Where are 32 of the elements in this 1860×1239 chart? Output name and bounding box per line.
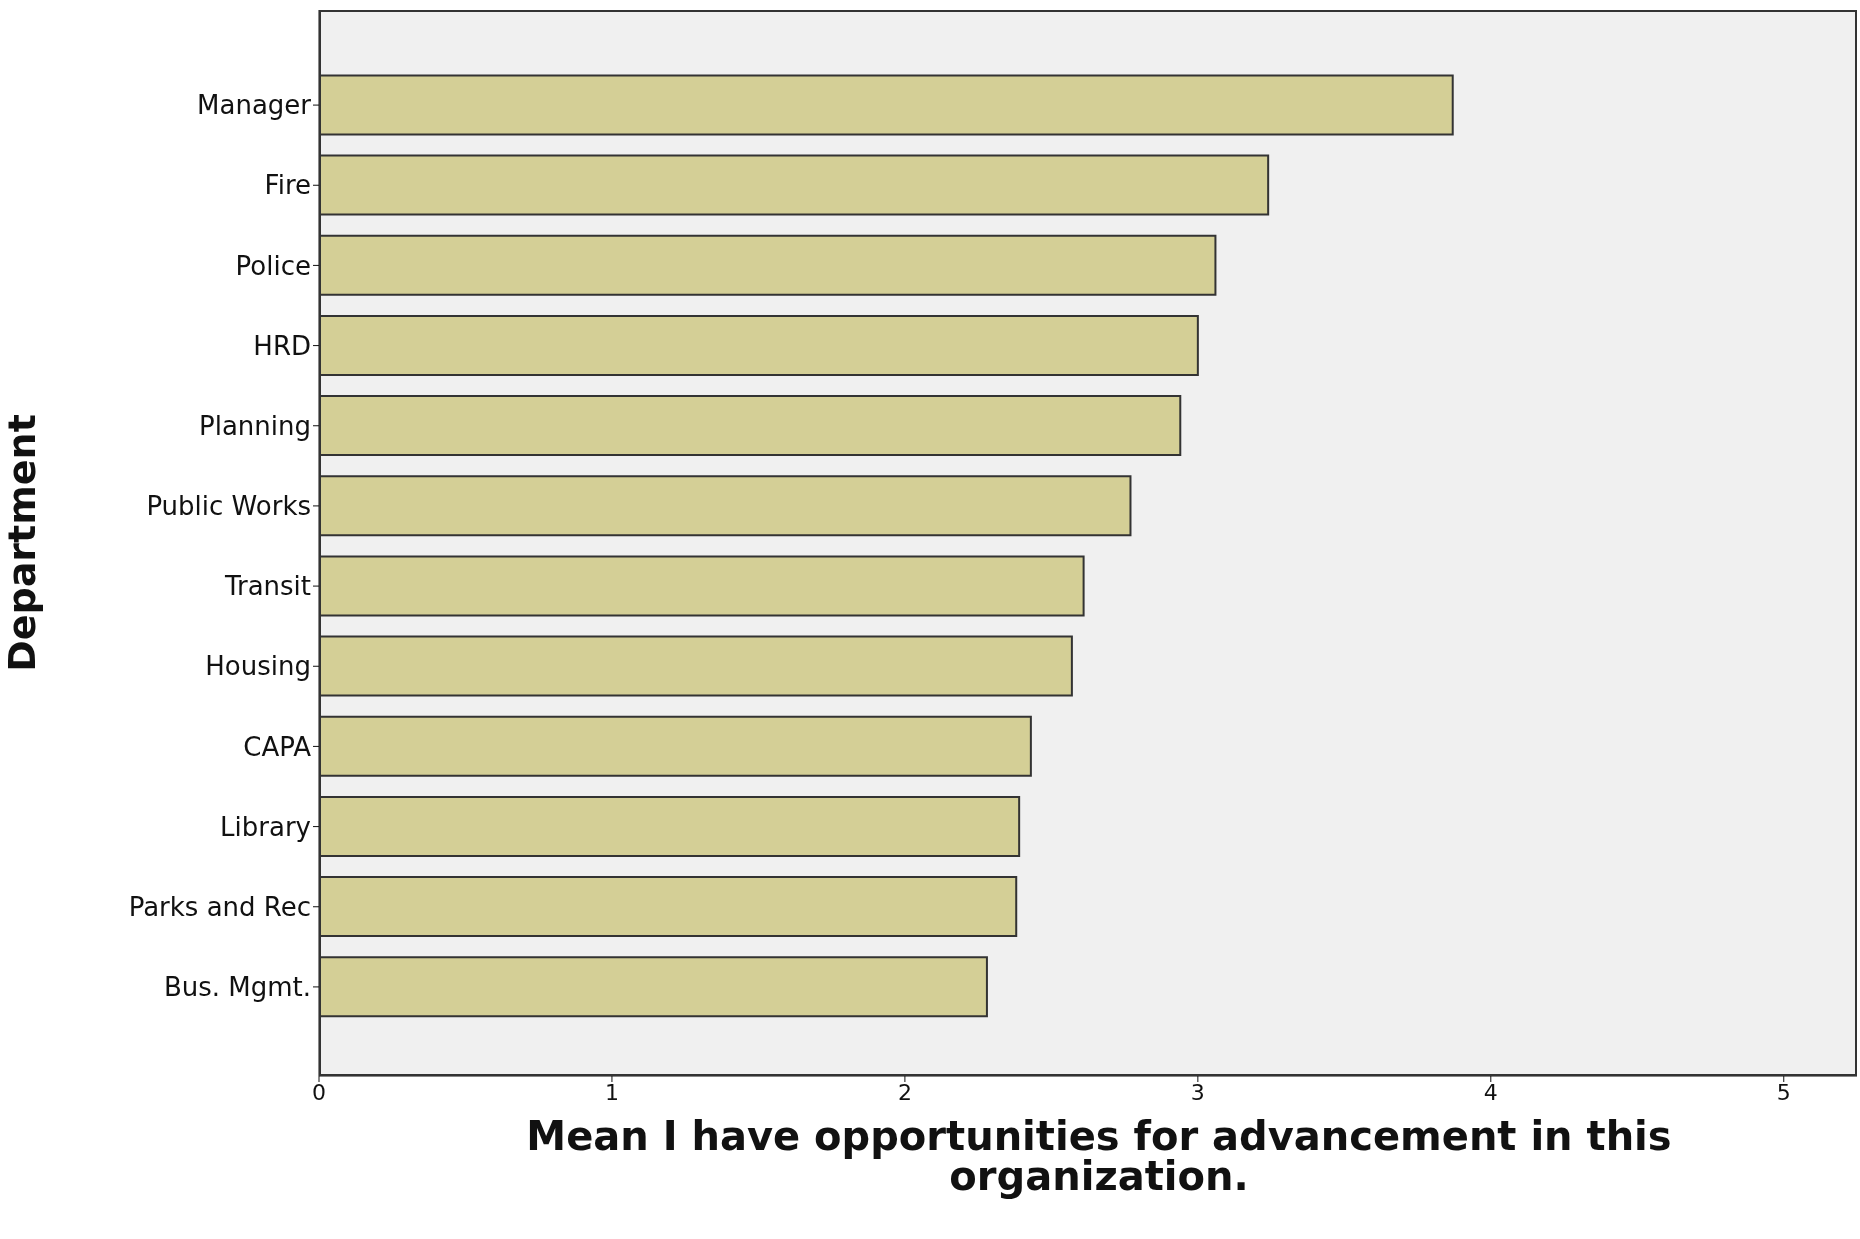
- x-tick-label: 2: [897, 1079, 912, 1105]
- y-tick-label: CAPA: [243, 731, 312, 762]
- y-tick-label: Library: [220, 811, 311, 842]
- y-tick-label: Parks and Rec: [128, 891, 311, 922]
- y-tick-label: Police: [235, 250, 311, 281]
- bar: [319, 154, 1270, 216]
- bar: [319, 876, 1018, 938]
- x-tick-label: 1: [604, 1079, 619, 1105]
- y-tick-label: Planning: [199, 410, 311, 441]
- x-tick-label: 0: [312, 1079, 326, 1105]
- y-axis-title: Department: [0, 414, 45, 672]
- bar: [319, 956, 988, 1018]
- bar: [319, 715, 1032, 777]
- y-tick-label: Housing: [205, 651, 311, 682]
- y-tick-label: Public Works: [146, 491, 311, 522]
- bar: [319, 234, 1217, 296]
- x-axis-title: Mean I have opportunities for advancement in this organization.: [525, 1113, 1673, 1199]
- bar: [319, 635, 1073, 697]
- y-tick-label: Manager: [197, 90, 312, 121]
- bar: [319, 795, 1021, 857]
- bar: [319, 475, 1132, 537]
- x-tick-label: 3: [1190, 1079, 1205, 1105]
- bar: [319, 555, 1085, 617]
- y-tick-label: Transit: [223, 571, 311, 602]
- y-tick-label: Fire: [264, 170, 311, 201]
- bar: [319, 314, 1199, 376]
- bar: [319, 395, 1182, 457]
- y-tick-label: Bus. Mgmt.: [163, 972, 311, 1003]
- x-tick-label: 5: [1776, 1079, 1791, 1105]
- bar: [319, 74, 1454, 136]
- y-tick-label: HRD: [253, 330, 311, 361]
- x-tick-label: 4: [1483, 1079, 1498, 1105]
